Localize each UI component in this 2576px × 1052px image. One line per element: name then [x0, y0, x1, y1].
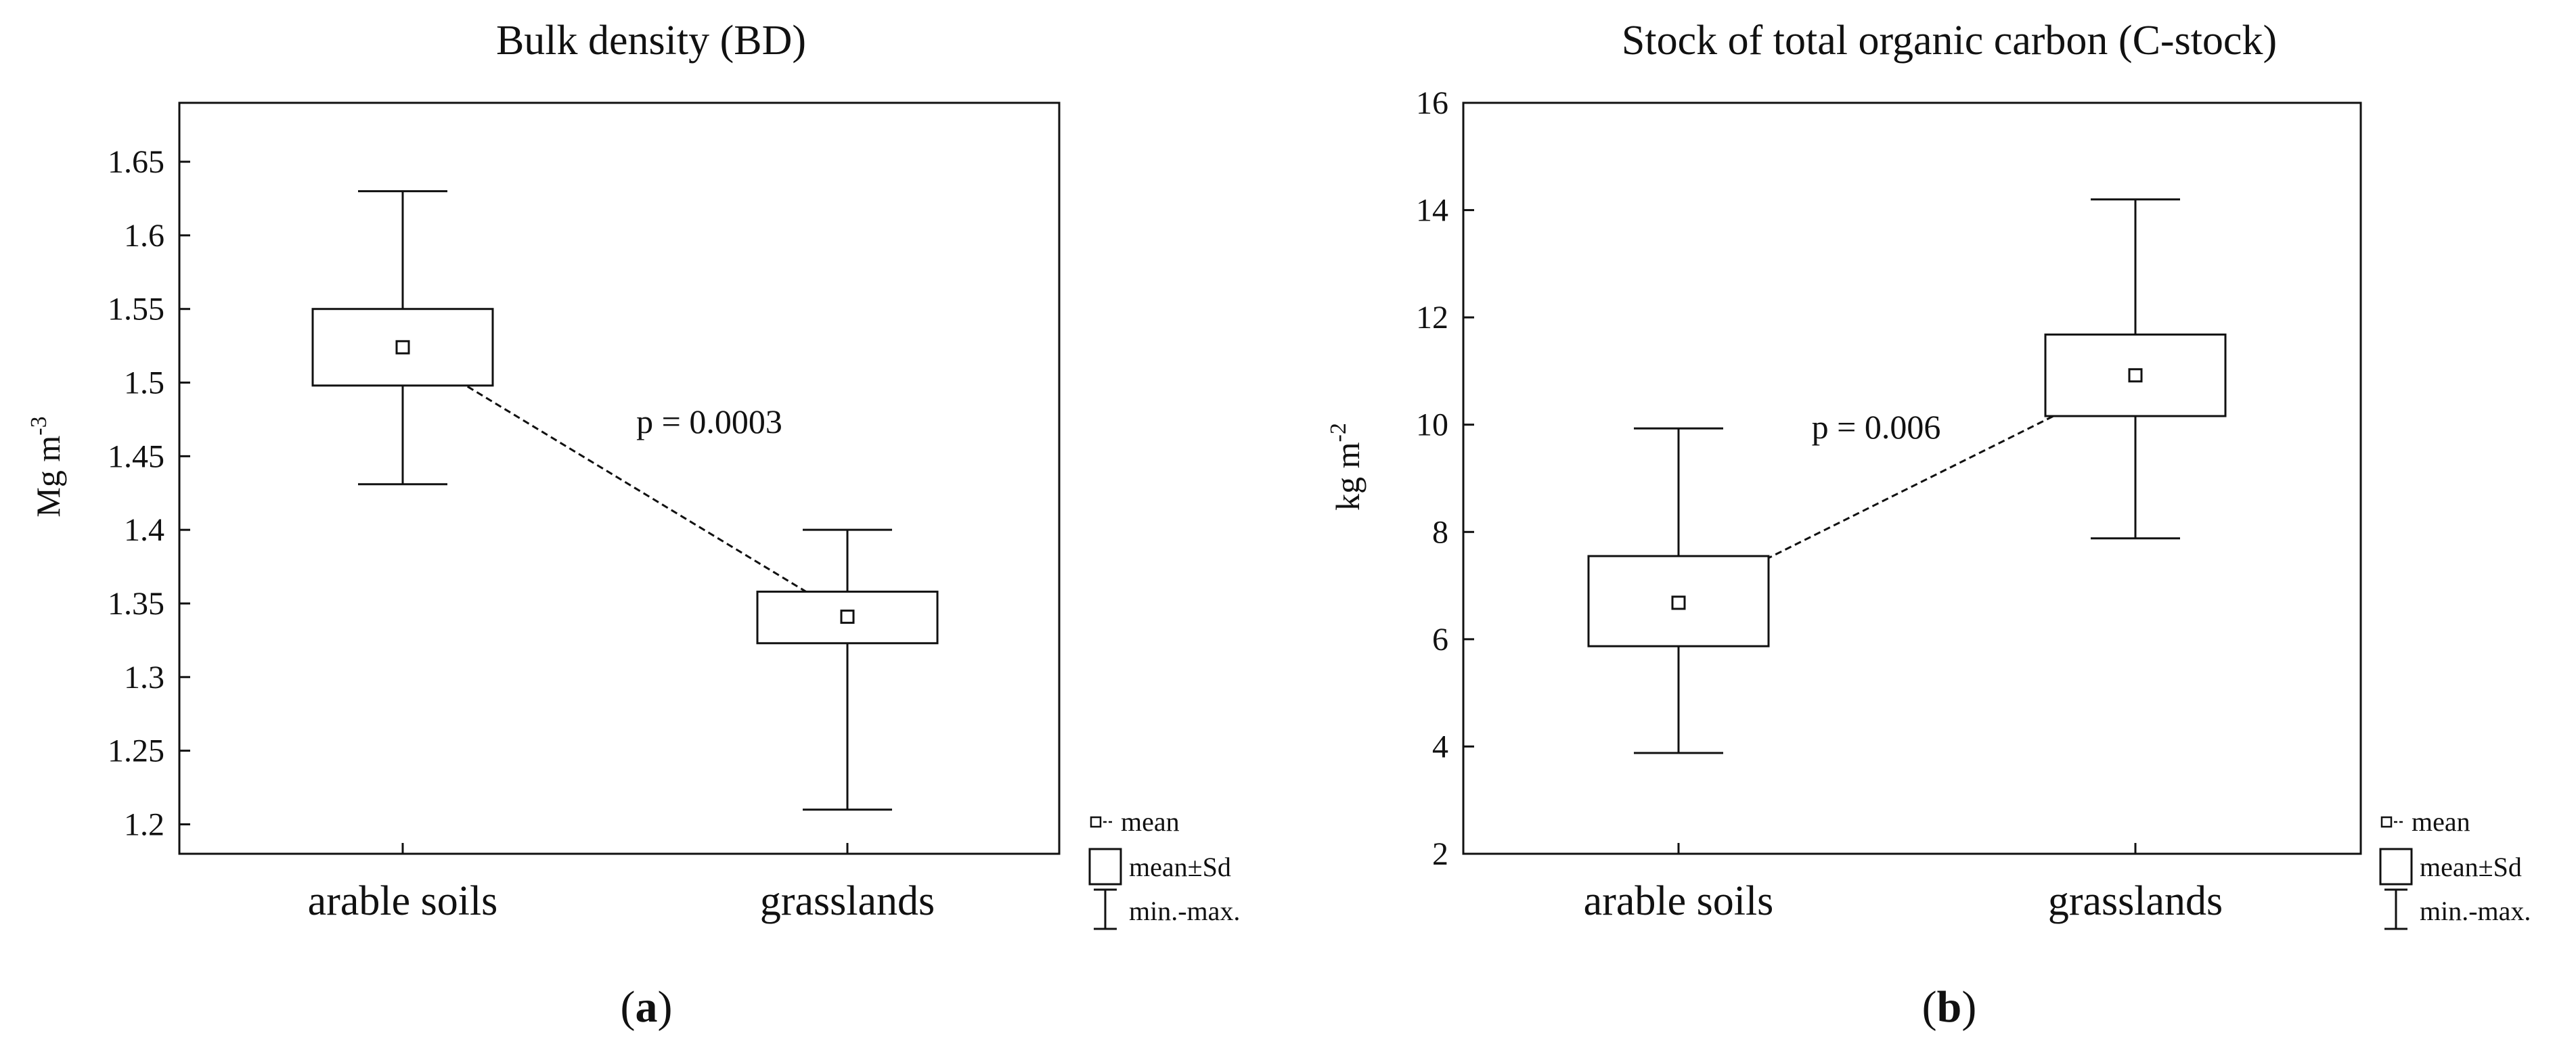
- y-tick-label: 1.65: [108, 144, 164, 180]
- panel-label-close-paren: ): [658, 982, 673, 1032]
- y-axis-label-exponent: -2: [1326, 423, 1351, 442]
- y-axis-label-text: kg m: [1329, 442, 1367, 511]
- box-grasslands: [756, 528, 939, 811]
- legend-label-sd: mean±Sd: [1129, 852, 1231, 882]
- y-tick-label: 8: [1432, 514, 1448, 550]
- legend: mean mean±Sd min.-max.: [1088, 806, 1240, 930]
- y-axis-label-text: Mg m: [29, 436, 67, 518]
- panel-label: (b): [1922, 982, 1977, 1032]
- y-tick-label: 2: [1432, 836, 1448, 872]
- box-grasslands: [2044, 198, 2227, 540]
- legend-sd-box: [2379, 848, 2413, 886]
- y-tick-label: 10: [1416, 407, 1448, 443]
- panel-label-letter: a: [636, 982, 658, 1032]
- y-tick-label: 1.6: [124, 218, 164, 254]
- p-value-annotation: p = 0.006: [1812, 408, 1941, 446]
- box-arable-soils: [1587, 427, 1770, 754]
- chart-panel-a: Bulk density (BD) 1.2 1.25 1.3 1.35 1.4 1.45 1.…: [26, 18, 1240, 1032]
- x-tick-label: arable soils: [1584, 878, 1774, 924]
- chart-panel-b: Stock of total organic carbon (C-stock) 2…: [1326, 18, 2531, 1032]
- y-tick-label: 12: [1416, 300, 1448, 336]
- legend-mean-marker: [2380, 816, 2393, 828]
- legend-label-sd: mean±Sd: [2420, 852, 2522, 882]
- y-tick-label: 16: [1416, 85, 1448, 121]
- y-tick-label: 6: [1432, 622, 1448, 658]
- plot-frame: [1462, 101, 2362, 855]
- y-tick-label: 1.3: [124, 660, 164, 695]
- legend: mean mean±Sd min.-max.: [2379, 806, 2531, 930]
- p-value-annotation: p = 0.0003: [636, 403, 782, 440]
- y-tick-label: 1.5: [124, 365, 164, 401]
- panel-label-open-paren: (: [621, 982, 636, 1032]
- mean-marker: [395, 340, 410, 355]
- y-tick-label: 1.25: [108, 733, 164, 769]
- y-axis-label: Mg m-3: [26, 416, 67, 517]
- y-tick-label: 1.2: [124, 806, 164, 842]
- y-tick-label: 4: [1432, 729, 1448, 764]
- panel-label-close-paren: ): [1961, 982, 1976, 1032]
- y-axis-label-exponent: -3: [26, 416, 51, 435]
- legend-label-minmax: min.-max.: [1129, 896, 1240, 926]
- y-tick-label: 1.35: [108, 586, 164, 622]
- mean-marker: [2128, 368, 2143, 383]
- chart-title: Stock of total organic carbon (C-stock): [1622, 18, 2277, 64]
- legend-sd-box: [1088, 848, 1122, 886]
- x-tick-label: grasslands: [2048, 878, 2223, 924]
- panel-label-letter: b: [1937, 982, 1962, 1032]
- y-tick-label: 14: [1416, 193, 1448, 229]
- panel-label-open-paren: (: [1922, 982, 1937, 1032]
- mean-connector-line: [402, 346, 848, 618]
- box-arable-soils: [311, 190, 494, 486]
- legend-label-mean: mean: [2412, 806, 2470, 837]
- y-tick-label: 1.4: [124, 512, 164, 548]
- panel-label: (a): [621, 982, 673, 1032]
- legend-mean-marker: [1090, 816, 1102, 828]
- x-tick-label: arable soils: [308, 878, 498, 924]
- y-tick-label: 1.55: [108, 292, 164, 327]
- mean-marker: [1671, 595, 1686, 610]
- chart-title: Bulk density (BD): [496, 18, 806, 64]
- legend-label-mean: mean: [1121, 806, 1180, 837]
- mean-marker: [840, 610, 855, 624]
- y-tick-label: 1.45: [108, 438, 164, 474]
- legend-label-minmax: min.-max.: [2420, 896, 2531, 926]
- y-axis-label: kg m-2: [1326, 423, 1367, 511]
- x-tick-label: grasslands: [760, 878, 935, 924]
- plot-frame: [178, 101, 1061, 855]
